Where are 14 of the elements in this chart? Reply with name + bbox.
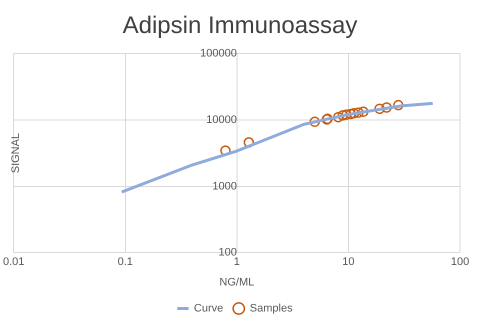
- legend-label: Samples: [250, 302, 294, 315]
- x-tick-label: 100: [450, 256, 470, 268]
- y-tick-label: 10000: [206, 114, 237, 126]
- x-tick-label: 0.1: [118, 256, 133, 268]
- y-tick-label: 100: [218, 246, 237, 259]
- x-axis-title: NG/ML: [219, 276, 254, 288]
- y-axis-title: SIGNAL: [10, 132, 22, 174]
- x-tick-label: 0.01: [2, 256, 24, 268]
- y-tick-label: 100000: [200, 48, 237, 60]
- x-tick-label: 10: [342, 256, 355, 268]
- y-tick-label: 1000: [212, 180, 237, 192]
- chart-title: Adipsin Immunoassay: [122, 12, 358, 41]
- x-tick-label: 1: [234, 256, 240, 268]
- legend-label: Curve: [194, 302, 224, 315]
